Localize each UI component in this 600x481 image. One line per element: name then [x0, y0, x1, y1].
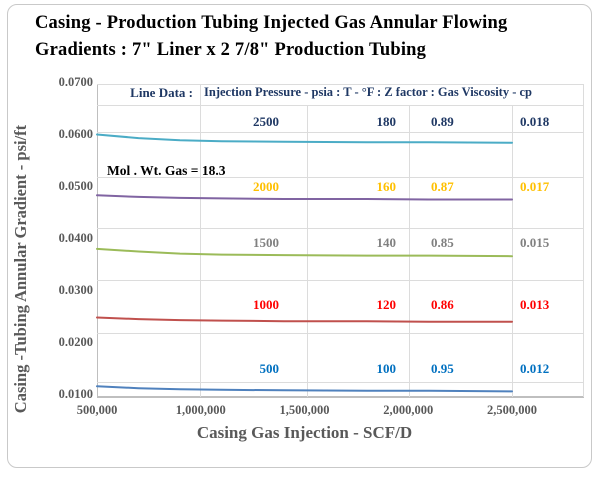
table-border-row [97, 228, 584, 229]
x-axis-line [97, 396, 584, 398]
x-tick-label: 1,500,000 [279, 403, 330, 417]
legend-header-spec: Injection Pressure - psia : T - °F : Z f… [204, 85, 533, 99]
x-tick-label: 2,000,000 [383, 403, 434, 417]
legend-pressure-value: 2000 [253, 179, 279, 194]
table-border-row [97, 132, 584, 133]
table-border-row [97, 280, 584, 281]
chart-title-line-1: Casing - Production Tubing Injected Gas … [35, 13, 508, 33]
legend-pressure-value: 1500 [253, 235, 279, 250]
legend-row-500: 500 100 0.95 0.012 [200, 359, 583, 379]
legend-viscosity-value: 0.017 [520, 179, 550, 194]
y-tick-label: 0.0300 [58, 283, 93, 297]
legend-pressure-value: 500 [259, 361, 280, 376]
legend-header-label: Line Data : [130, 85, 193, 100]
table-border-row [97, 177, 584, 178]
y-tick-label: 0.0500 [58, 179, 93, 193]
y-axis-line [97, 84, 98, 397]
legend-row-1500: 1500 140 0.85 0.015 [200, 233, 583, 253]
mol-wt-annotation: Mol . Wt. Gas = 18.3 [107, 163, 226, 178]
legend-row-2000: 2000 160 0.87 0.017 [200, 177, 583, 197]
y-tick-label: 0.0400 [58, 231, 93, 245]
table-border-row [97, 333, 584, 334]
table-border-row [97, 105, 584, 106]
legend-zfactor-value: 0.85 [431, 235, 454, 250]
y-tick-label: 0.0700 [58, 75, 93, 89]
x-tick-label: 2,500,000 [487, 403, 537, 417]
table-border-col [200, 84, 201, 397]
x-tick-label: 500,000 [76, 403, 118, 417]
legend-row-1000: 1000 120 0.86 0.013 [200, 295, 583, 315]
legend-viscosity-value: 0.012 [520, 361, 550, 376]
legend-temperature-value: 100 [376, 361, 397, 376]
legend-zfactor-value: 0.89 [431, 114, 454, 129]
y-tick-label: 0.0200 [58, 335, 93, 349]
legend-temperature-value: 120 [376, 297, 397, 312]
legend-zfactor-value: 0.95 [431, 361, 454, 376]
legend-zfactor-value: 0.86 [431, 297, 454, 312]
legend-pressure-value: 1000 [253, 297, 279, 312]
legend-temperature-value: 140 [376, 235, 397, 250]
chart-title-line-2: Gradients : 7" Liner x 2 7/8" Production… [35, 40, 427, 60]
y-tick-label: 0.0100 [58, 387, 93, 401]
legend-temperature-value: 160 [376, 179, 397, 194]
table-border-top [97, 84, 584, 85]
legend-temperature-value: 180 [376, 114, 397, 129]
legend-viscosity-value: 0.015 [520, 235, 550, 250]
table-border-row [97, 382, 584, 383]
legend-pressure-value: 2500 [253, 114, 279, 129]
legend-viscosity-value: 0.013 [520, 297, 550, 312]
x-axis-title: Casing Gas Injection - SCF/D [196, 423, 413, 442]
legend-row-2500: 2500 180 0.89 0.018 [200, 112, 583, 132]
y-tick-label: 0.0600 [58, 127, 93, 141]
x-tick-label: 1,000,000 [175, 403, 226, 417]
legend-viscosity-value: 0.018 [520, 114, 550, 129]
table-border-right [583, 84, 584, 397]
y-axis-title: Casing -Tubing Annular Gradient - psi/ft [11, 124, 30, 414]
legend-zfactor-value: 0.87 [431, 179, 454, 194]
